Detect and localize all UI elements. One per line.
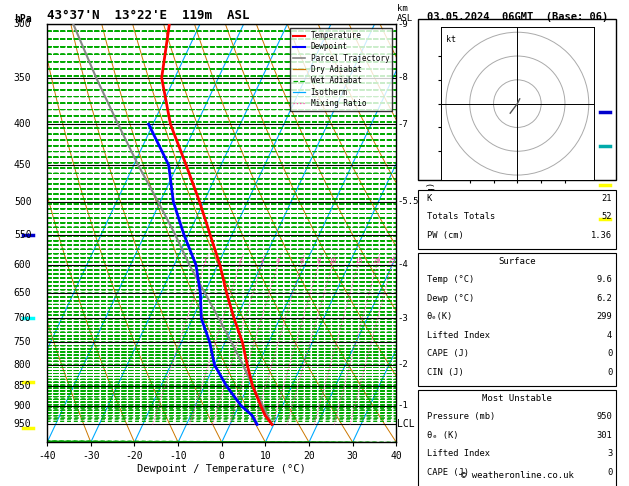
Text: 650: 650 [14, 288, 31, 298]
Text: Most Unstable: Most Unstable [482, 394, 552, 403]
Text: CIN (J): CIN (J) [426, 368, 464, 377]
Text: 10: 10 [328, 258, 337, 264]
Text: -5.5: -5.5 [397, 197, 418, 206]
Text: 25: 25 [387, 258, 396, 264]
Text: 9.6: 9.6 [596, 276, 612, 284]
Text: -9: -9 [397, 20, 408, 29]
Text: -1: -1 [397, 401, 408, 410]
Bar [418, 19, 616, 180]
Text: 6.2: 6.2 [596, 294, 612, 303]
Text: Totals Totals: Totals Totals [426, 212, 495, 221]
Text: 950: 950 [596, 413, 612, 421]
Text: 4: 4 [607, 331, 612, 340]
Text: 15: 15 [353, 258, 362, 264]
Bar [418, 190, 616, 249]
Text: Lifted Index: Lifted Index [426, 331, 490, 340]
Text: PW (cm): PW (cm) [426, 231, 464, 240]
Text: 4: 4 [276, 258, 280, 264]
Text: © weatheronline.co.uk: © weatheronline.co.uk [461, 471, 574, 480]
Text: Surface: Surface [499, 257, 536, 266]
Legend: Temperature, Dewpoint, Parcel Trajectory, Dry Adiabat, Wet Adiabat, Isotherm, Mi: Temperature, Dewpoint, Parcel Trajectory… [290, 28, 392, 111]
Text: Dewp (°C): Dewp (°C) [426, 294, 474, 303]
Text: 400: 400 [14, 119, 31, 129]
Text: 3: 3 [607, 450, 612, 458]
Text: Lifted Index: Lifted Index [426, 450, 490, 458]
Text: 700: 700 [14, 313, 31, 324]
Text: -3: -3 [397, 314, 408, 323]
Text: 350: 350 [14, 73, 31, 83]
Text: Pressure (mb): Pressure (mb) [426, 413, 495, 421]
Text: -7: -7 [397, 120, 408, 129]
Text: 43°37'N  13°22'E  119m  ASL: 43°37'N 13°22'E 119m ASL [47, 9, 250, 22]
Text: 8: 8 [316, 258, 321, 264]
Text: kt: kt [446, 35, 456, 44]
Text: 299: 299 [596, 312, 612, 321]
Text: 600: 600 [14, 260, 31, 270]
Text: 1: 1 [203, 258, 206, 264]
Text: 2: 2 [238, 258, 242, 264]
Text: 20: 20 [372, 258, 381, 264]
Text: 52: 52 [602, 212, 612, 221]
Bar [418, 390, 616, 486]
Text: 21: 21 [602, 194, 612, 203]
Text: 0: 0 [607, 468, 612, 477]
Text: LCL: LCL [397, 419, 415, 430]
Text: -2: -2 [397, 360, 408, 369]
Text: 300: 300 [14, 19, 31, 29]
Text: 450: 450 [14, 160, 31, 170]
Text: 0: 0 [607, 349, 612, 358]
Text: 0: 0 [607, 368, 612, 377]
Text: θₑ (K): θₑ (K) [426, 431, 459, 440]
Text: 800: 800 [14, 360, 31, 370]
Text: 6: 6 [299, 258, 303, 264]
Text: -4: -4 [397, 260, 408, 269]
Text: 3: 3 [260, 258, 264, 264]
Text: 850: 850 [14, 381, 31, 391]
Text: CAPE (J): CAPE (J) [426, 468, 469, 477]
Text: 500: 500 [14, 197, 31, 207]
Text: Mixing Ratio (g/kg): Mixing Ratio (g/kg) [426, 182, 436, 284]
Text: θₑ(K): θₑ(K) [426, 312, 453, 321]
Text: hPa: hPa [14, 14, 31, 24]
Text: K: K [426, 194, 432, 203]
Text: Temp (°C): Temp (°C) [426, 276, 474, 284]
Bar [418, 253, 616, 386]
X-axis label: Dewpoint / Temperature (°C): Dewpoint / Temperature (°C) [137, 464, 306, 474]
Text: 550: 550 [14, 230, 31, 240]
Text: 750: 750 [14, 337, 31, 347]
Text: -8: -8 [397, 73, 408, 82]
Text: 1.36: 1.36 [591, 231, 612, 240]
Text: 950: 950 [14, 419, 31, 430]
Text: 03.05.2024  06GMT  (Base: 06): 03.05.2024 06GMT (Base: 06) [426, 12, 608, 22]
Text: 900: 900 [14, 400, 31, 411]
Text: 301: 301 [596, 431, 612, 440]
Text: km
ASL: km ASL [397, 4, 413, 23]
Text: CAPE (J): CAPE (J) [426, 349, 469, 358]
